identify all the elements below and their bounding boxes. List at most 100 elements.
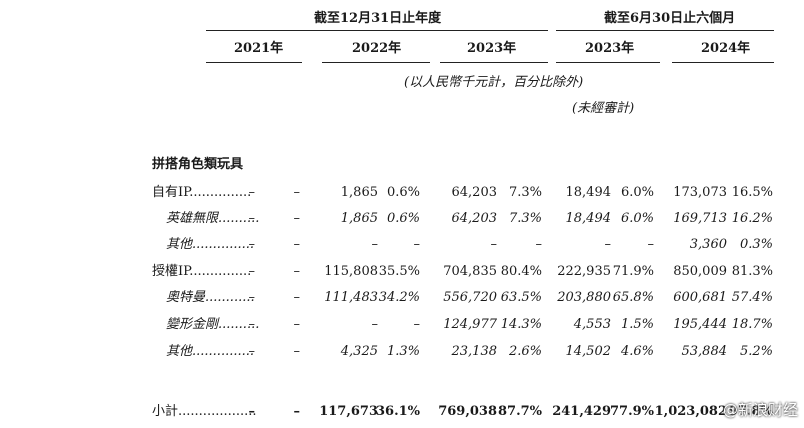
table-cell: 53,884	[681, 344, 728, 359]
row-label-leader: ...............	[189, 264, 252, 279]
table-cell: 18.7%	[731, 317, 773, 332]
table-cell: –	[293, 211, 301, 226]
table-cell: 35.5%	[378, 264, 420, 279]
table-cell: 65.8%	[612, 290, 654, 305]
table-cell: 7.3%	[508, 185, 542, 200]
table-cell: 704,835	[443, 264, 497, 279]
table-cell: 111,483	[324, 290, 378, 305]
table-cell: –	[293, 264, 301, 279]
year-2023-h1: 2023年	[585, 41, 635, 56]
row-label-leader: ..........	[218, 317, 260, 332]
total-cell: 241,429	[552, 404, 611, 419]
table-cell: 7.3%	[508, 211, 542, 226]
unaudited-note: (未經審計)	[572, 101, 635, 116]
table-cell: 81.3%	[731, 264, 773, 279]
table-cell: –	[248, 237, 256, 252]
row-label-text: 其他	[166, 237, 193, 252]
table-cell: 0.6%	[386, 211, 420, 226]
total-label: 小計...................	[152, 405, 257, 418]
total-cell: 117,673	[319, 404, 378, 419]
row-label-leader: ...............	[189, 185, 252, 200]
table-cell: 203,880	[557, 290, 611, 305]
total-label-text: 小計	[152, 404, 179, 419]
total-cell: 1,023,082	[654, 404, 727, 419]
row-label: 奧特曼............	[166, 291, 255, 304]
year-2024-h1: 2024年	[701, 41, 751, 56]
table-cell: 18,494	[565, 211, 612, 226]
table-cell: 115,808	[324, 264, 378, 279]
year-underline-2023	[440, 62, 548, 63]
table-cell: –	[604, 237, 612, 252]
table-cell: 80.4%	[500, 264, 542, 279]
row-label-leader: ............	[205, 290, 255, 305]
row-label-text: 奧特曼	[166, 290, 206, 305]
table-cell: 14,502	[565, 344, 612, 359]
section-title: 拼搭角色類玩具	[152, 157, 244, 172]
table-cell: 64,203	[451, 185, 498, 200]
row-label-leader: ...............	[192, 344, 255, 359]
table-cell: 18,494	[565, 185, 612, 200]
row-label-text: 自有IP	[152, 185, 190, 200]
total-cell: –	[248, 404, 256, 419]
table-cell: 23,138	[451, 344, 498, 359]
table-cell: –	[248, 211, 256, 226]
header-group2-underline	[556, 30, 774, 31]
row-label-text: 其他	[166, 344, 193, 359]
unit-note: (以人民幣千元計，百分比除外)	[404, 75, 584, 90]
table-cell: 124,977	[443, 317, 497, 332]
table-cell: 6.0%	[620, 185, 654, 200]
table-cell: 195,444	[673, 317, 727, 332]
row-label: 其他...............	[166, 345, 254, 358]
table-cell: 3,360	[689, 237, 727, 252]
table-cell: 14.3%	[500, 317, 542, 332]
watermark: @新浪财经	[722, 401, 798, 419]
table-cell: –	[647, 237, 655, 252]
table-cell: –	[248, 317, 256, 332]
year-underline-2022	[322, 62, 430, 63]
table-cell: –	[371, 317, 379, 332]
table-cell: –	[371, 237, 379, 252]
total-label-leader: ...................	[178, 404, 257, 419]
table-cell: 1.3%	[386, 344, 420, 359]
table-cell: 1.5%	[620, 317, 654, 332]
header-group-six-months: 截至6月30日止六個月	[604, 11, 736, 26]
year-2021: 2021年	[234, 41, 284, 56]
year-underline-2021	[206, 62, 302, 63]
table-cell: 64,203	[451, 211, 498, 226]
table-cell: 4,553	[573, 317, 611, 332]
row-label: 授權IP...............	[152, 265, 251, 278]
table-cell: 169,713	[673, 211, 727, 226]
table-cell: –	[535, 237, 543, 252]
row-label: 英雄無限..........	[166, 212, 259, 225]
header-group-year-end: 截至12月31日止年度	[314, 11, 442, 26]
table-cell: 222,935	[557, 264, 611, 279]
table-cell: –	[248, 264, 256, 279]
table-cell: 34.2%	[378, 290, 420, 305]
row-label-leader: ..........	[218, 211, 260, 226]
table-cell: 850,009	[673, 264, 727, 279]
table-cell: –	[293, 317, 301, 332]
table-cell: 0.3%	[739, 237, 773, 252]
table-cell: –	[248, 290, 256, 305]
year-2023: 2023年	[467, 41, 517, 56]
total-cell: 87.7%	[497, 404, 542, 419]
total-cell: 97.8%	[728, 404, 773, 419]
row-label-text: 授權IP	[152, 264, 190, 279]
year-underline-2024-h1	[672, 62, 774, 63]
table-cell: 173,073	[673, 185, 727, 200]
row-label-text: 變形金剛	[166, 317, 219, 332]
row-label: 其他...............	[166, 238, 254, 251]
total-cell: 36.1%	[375, 404, 420, 419]
table-cell: 16.2%	[731, 211, 773, 226]
table-cell: –	[413, 237, 421, 252]
table-cell: –	[490, 237, 498, 252]
table-cell: –	[293, 344, 301, 359]
table-cell: 0.6%	[386, 185, 420, 200]
table-cell: –	[413, 317, 421, 332]
table-cell: 4.6%	[620, 344, 654, 359]
table-cell: 57.4%	[731, 290, 773, 305]
table-cell: 5.2%	[739, 344, 773, 359]
table-cell: 6.0%	[620, 211, 654, 226]
total-cell: –	[293, 404, 301, 419]
table-cell: –	[293, 237, 301, 252]
